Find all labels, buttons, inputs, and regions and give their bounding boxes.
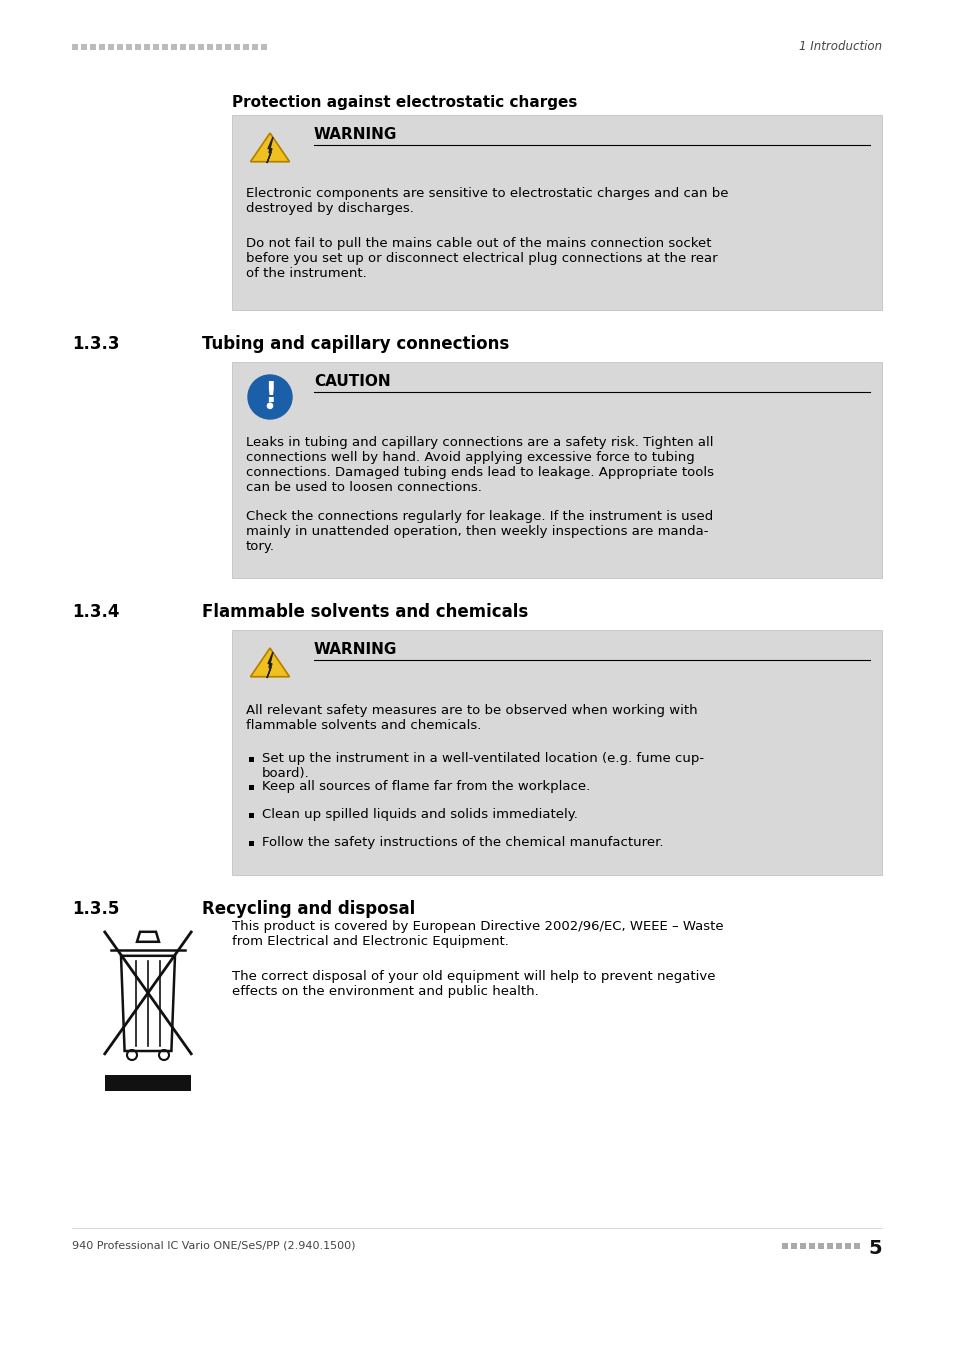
Bar <box>108 45 113 50</box>
Text: Tubing and capillary connections: Tubing and capillary connections <box>202 335 509 352</box>
Bar <box>808 1243 814 1249</box>
Polygon shape <box>267 136 273 163</box>
Text: Electronic components are sensitive to electrostatic charges and can be
destroye: Electronic components are sensitive to e… <box>246 188 728 215</box>
Bar <box>81 45 87 50</box>
Text: 5: 5 <box>867 1239 882 1258</box>
Bar <box>171 45 177 50</box>
Bar <box>232 362 882 578</box>
Bar <box>835 1243 841 1249</box>
Bar <box>225 45 231 50</box>
Bar <box>105 1075 191 1091</box>
Bar <box>781 1243 787 1249</box>
Text: Do not fail to pull the mains cable out of the mains connection socket
before yo: Do not fail to pull the mains cable out … <box>246 238 717 279</box>
Text: WARNING: WARNING <box>314 127 397 142</box>
Bar <box>800 1243 805 1249</box>
Bar <box>126 45 132 50</box>
Text: 940 Professional IC Vario ONE/SeS/PP (2.940.1500): 940 Professional IC Vario ONE/SeS/PP (2.… <box>71 1241 355 1251</box>
Bar <box>232 630 882 875</box>
Text: !: ! <box>263 379 276 408</box>
Bar <box>249 784 253 790</box>
Bar <box>215 45 222 50</box>
Bar <box>90 45 96 50</box>
Bar <box>853 1243 859 1249</box>
Text: Set up the instrument in a well-ventilated location (e.g. fume cup-
board).: Set up the instrument in a well-ventilat… <box>262 752 703 780</box>
Text: Keep all sources of flame far from the workplace.: Keep all sources of flame far from the w… <box>262 780 590 792</box>
Text: 1 Introduction: 1 Introduction <box>798 40 882 54</box>
Bar <box>198 45 204 50</box>
Text: The correct disposal of your old equipment will help to prevent negative
effects: The correct disposal of your old equipme… <box>232 971 715 998</box>
Bar <box>207 45 213 50</box>
Bar <box>152 45 159 50</box>
Text: 1.3.3: 1.3.3 <box>71 335 119 352</box>
Bar <box>243 45 249 50</box>
Bar <box>252 45 257 50</box>
Bar <box>162 45 168 50</box>
Text: All relevant safety measures are to be observed when working with
flammable solv: All relevant safety measures are to be o… <box>246 703 697 732</box>
Bar <box>249 813 253 818</box>
Bar <box>249 841 253 846</box>
Bar <box>99 45 105 50</box>
Text: WARNING: WARNING <box>314 643 397 657</box>
Polygon shape <box>251 648 289 676</box>
Polygon shape <box>251 134 289 162</box>
Text: Leaks in tubing and capillary connections are a safety risk. Tighten all
connect: Leaks in tubing and capillary connection… <box>246 436 713 494</box>
Circle shape <box>248 375 292 418</box>
Circle shape <box>267 404 273 409</box>
Text: This product is covered by European Directive 2002/96/EC, WEEE – Waste
from Elec: This product is covered by European Dire… <box>232 919 723 948</box>
Bar <box>71 45 78 50</box>
Bar <box>817 1243 823 1249</box>
Bar <box>261 45 267 50</box>
Bar <box>826 1243 832 1249</box>
Text: 1.3.4: 1.3.4 <box>71 603 119 621</box>
Bar <box>180 45 186 50</box>
Polygon shape <box>267 652 273 678</box>
Text: CAUTION: CAUTION <box>314 374 390 389</box>
Bar <box>144 45 150 50</box>
Text: Recycling and disposal: Recycling and disposal <box>202 900 415 918</box>
Bar <box>135 45 141 50</box>
Text: Check the connections regularly for leakage. If the instrument is used
mainly in: Check the connections regularly for leak… <box>246 510 713 554</box>
Text: Protection against electrostatic charges: Protection against electrostatic charges <box>232 95 577 109</box>
Bar <box>232 115 882 311</box>
Bar <box>249 757 253 761</box>
Text: Follow the safety instructions of the chemical manufacturer.: Follow the safety instructions of the ch… <box>262 836 662 849</box>
Bar <box>844 1243 850 1249</box>
Text: Flammable solvents and chemicals: Flammable solvents and chemicals <box>202 603 528 621</box>
Bar <box>117 45 123 50</box>
Text: Clean up spilled liquids and solids immediately.: Clean up spilled liquids and solids imme… <box>262 809 578 821</box>
Bar <box>233 45 240 50</box>
Bar <box>790 1243 796 1249</box>
Bar <box>189 45 194 50</box>
Text: 1.3.5: 1.3.5 <box>71 900 119 918</box>
